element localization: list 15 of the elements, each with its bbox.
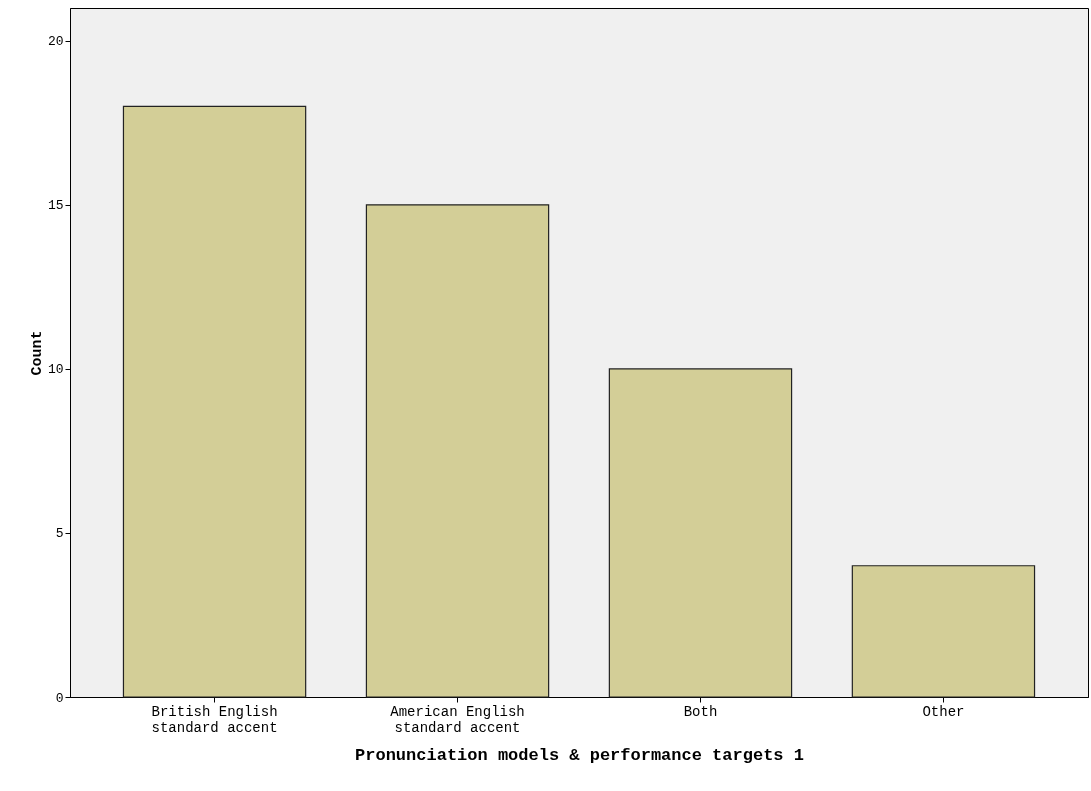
x-tick-label: Both <box>683 703 718 720</box>
y-tick-label: 15 <box>47 198 64 214</box>
y-tick-label: 10 <box>47 362 64 378</box>
bar <box>122 105 307 698</box>
bar <box>608 368 793 698</box>
x-tick-label: British English standard accent <box>151 703 278 736</box>
bar <box>851 565 1036 698</box>
y-axis-title: Count <box>28 330 46 376</box>
bar <box>365 204 550 698</box>
y-tick-label: 20 <box>47 34 64 50</box>
x-tick-label: Other <box>922 703 965 720</box>
x-tick-label: American English standard accent <box>390 703 525 736</box>
x-axis-title: Pronunciation models & performance targets 1 <box>355 745 804 765</box>
y-tick-label: 0 <box>55 690 64 706</box>
y-tick-label: 5 <box>55 526 64 542</box>
